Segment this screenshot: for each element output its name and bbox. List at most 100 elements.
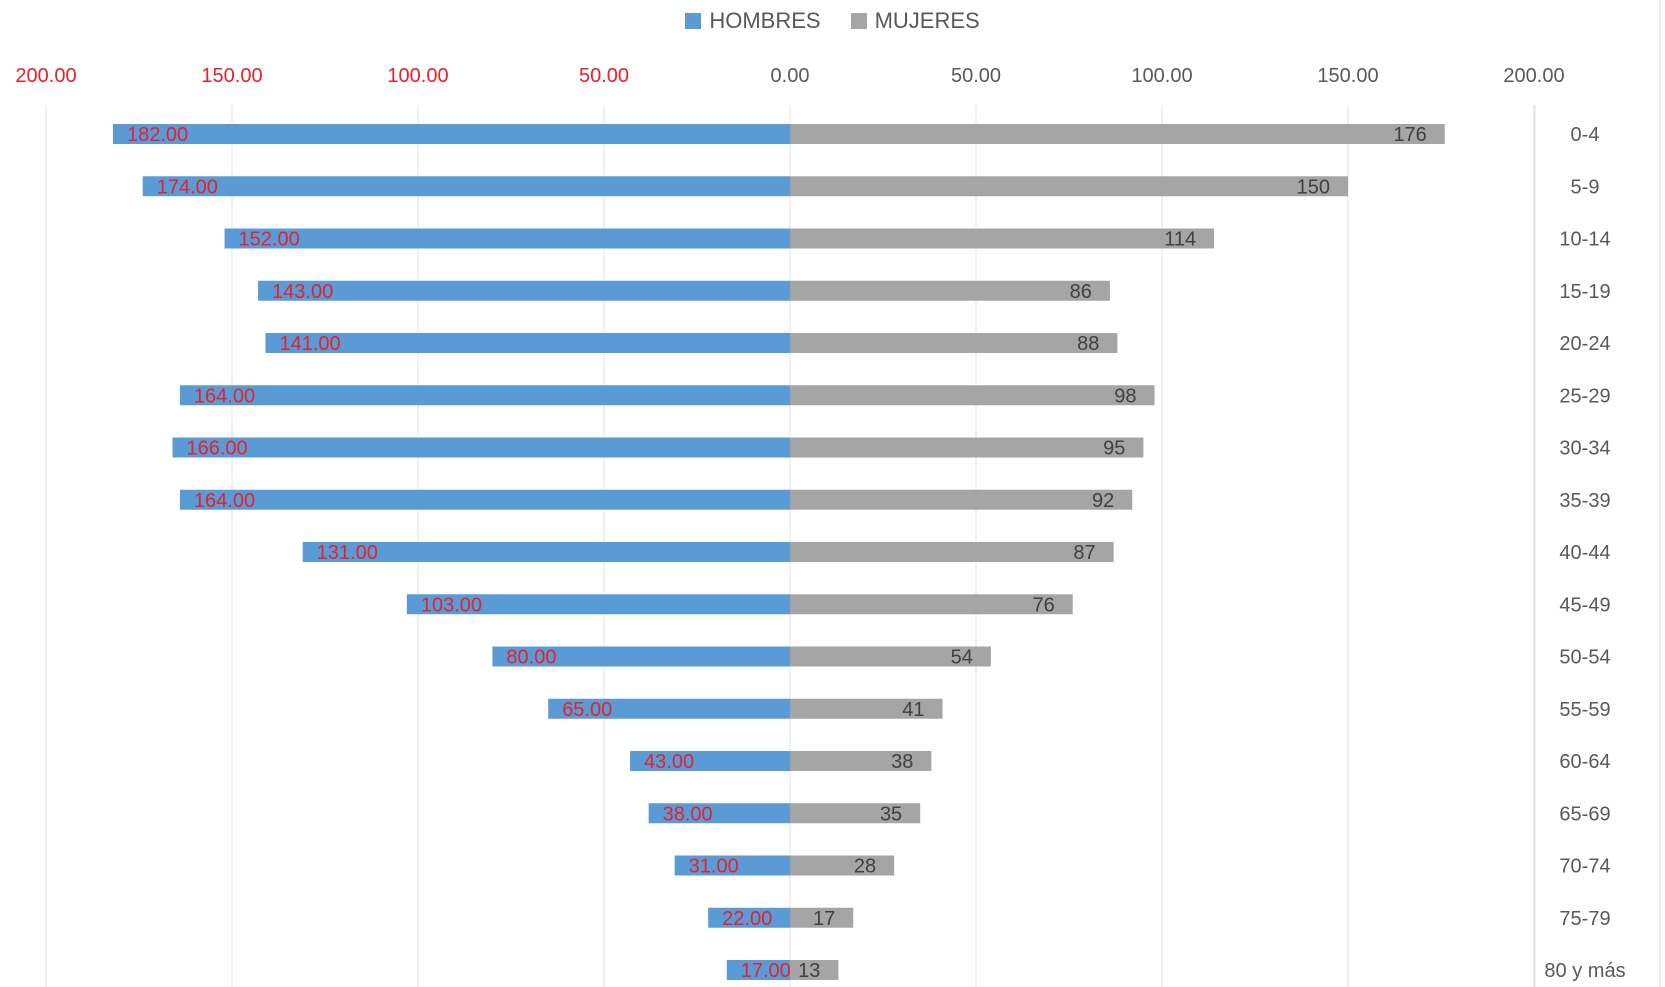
data-label-mujeres: 87: [1073, 542, 1095, 564]
bar-hombres: [548, 698, 790, 719]
bar-hombres: [406, 594, 790, 615]
data-label-mujeres: 41: [902, 699, 924, 721]
bar-hombres: [142, 176, 791, 197]
data-label-mujeres: 35: [880, 803, 902, 825]
category-label: 40-44: [1559, 542, 1610, 564]
legend-item-hombres: HOMBRES: [685, 8, 821, 34]
data-label-mujeres: 13: [798, 960, 820, 982]
data-label-hombres: 38.00: [663, 803, 713, 825]
x-tick-label: 50.00: [951, 65, 1001, 87]
bar-hombres: [674, 855, 790, 876]
bar-mujeres: [790, 646, 991, 667]
category-label: 15-19: [1559, 281, 1610, 303]
data-label-mujeres: 150: [1297, 176, 1330, 198]
bar-hombres: [630, 751, 790, 771]
x-tick-label: 150.00: [201, 65, 262, 87]
data-labels: 182.00 176 174.00 150 152.00 114 143.00 86 141.0…: [127, 124, 1427, 982]
legend-label-hombres: HOMBRES: [709, 8, 821, 33]
legend-label-mujeres: MUJERES: [874, 8, 980, 33]
data-label-hombres: 103.00: [421, 594, 482, 616]
category-labels: 0-4 5-9 10-14 15-19 20-24 25-29 30-34 35-39 40-4…: [1544, 124, 1625, 982]
data-label-hombres: 43.00: [644, 751, 694, 773]
data-label-hombres: 65.00: [562, 699, 612, 721]
bar-hombres: [179, 489, 791, 510]
bar-mujeres: [790, 803, 921, 824]
data-label-hombres: 143.00: [272, 281, 333, 303]
x-tick-label: 100.00: [1131, 65, 1192, 87]
data-label-mujeres: 88: [1077, 333, 1099, 355]
bar-mujeres: [790, 751, 932, 771]
bar-mujeres: [790, 855, 895, 876]
bar-mujeres: [790, 907, 854, 928]
x-tick-label: 200.00: [15, 65, 76, 87]
data-label-hombres: 22.00: [722, 908, 772, 930]
bar-mujeres: [790, 542, 1114, 562]
category-label: 0-4: [1571, 124, 1600, 146]
category-label: 35-39: [1559, 490, 1610, 512]
bar-mujeres: [790, 437, 1144, 458]
data-label-hombres: 31.00: [689, 856, 739, 878]
category-label: 5-9: [1571, 176, 1600, 198]
x-tick-label: 150.00: [1317, 65, 1378, 87]
bar-mujeres: [790, 124, 1445, 144]
x-axis-ticks: 200.00 150.00 100.00 50.00 0.00 50.00 100.00 15…: [15, 65, 1564, 87]
legend-item-mujeres: MUJERES: [850, 8, 980, 34]
bar-hombres: [172, 437, 791, 458]
bar-hombres: [179, 385, 791, 406]
category-label: 10-14: [1559, 229, 1610, 251]
data-label-hombres: 80.00: [506, 647, 556, 669]
bar-mujeres: [790, 333, 1118, 353]
bar-hombres: [726, 960, 790, 980]
bar-hombres: [258, 280, 790, 301]
data-label-hombres: 152.00: [239, 229, 300, 251]
bar-mujeres: [790, 594, 1073, 615]
category-label: 45-49: [1559, 594, 1610, 616]
data-label-hombres: 141.00: [279, 333, 340, 355]
data-label-hombres: 174.00: [157, 176, 218, 198]
data-label-mujeres: 176: [1393, 124, 1426, 146]
data-label-mujeres: 38: [891, 751, 913, 773]
category-label: 30-34: [1559, 438, 1610, 460]
data-label-mujeres: 95: [1103, 438, 1125, 460]
x-tick-label: 0.00: [771, 65, 810, 87]
data-label-mujeres: 114: [1164, 229, 1196, 251]
legend-swatch-mujeres: [850, 13, 867, 29]
bar-hombres: [265, 333, 791, 353]
bar-hombres: [112, 124, 790, 144]
bar-mujeres: [790, 698, 943, 719]
data-label-hombres: 164.00: [194, 385, 255, 407]
category-label: 20-24: [1559, 333, 1610, 355]
bar-mujeres: [790, 385, 1155, 406]
x-tick-label: 200.00: [1503, 65, 1564, 87]
bar-mujeres: [790, 176, 1348, 197]
category-label: 75-79: [1559, 908, 1610, 930]
data-label-hombres: 182.00: [127, 124, 188, 146]
bar-mujeres: [790, 228, 1215, 249]
bar-mujeres: [790, 489, 1133, 510]
bar-hombres: [648, 803, 790, 824]
data-label-mujeres: 17: [813, 908, 835, 930]
data-label-mujeres: 76: [1032, 594, 1054, 616]
data-label-hombres: 164.00: [194, 490, 255, 512]
bar-hombres: [302, 542, 790, 562]
bar-mujeres: [790, 280, 1110, 301]
legend: HOMBRES MUJERES: [0, 6, 1665, 36]
data-label-mujeres: 54: [951, 647, 973, 669]
data-label-hombres: 166.00: [186, 438, 247, 460]
data-label-hombres: 131.00: [317, 542, 378, 564]
bar-hombres: [492, 646, 790, 667]
category-label: 80 y más: [1544, 960, 1625, 982]
category-label: 65-69: [1559, 803, 1610, 825]
data-label-mujeres: 28: [854, 856, 876, 878]
category-label: 60-64: [1559, 751, 1610, 773]
bar-mujeres: [790, 960, 839, 980]
bar-hombres: [708, 907, 790, 928]
bars: [112, 124, 1445, 980]
data-label-mujeres: 86: [1070, 281, 1092, 303]
data-label-mujeres: 98: [1114, 385, 1136, 407]
data-label-mujeres: 92: [1092, 490, 1114, 512]
data-label-hombres: 17.00: [741, 960, 791, 982]
category-label: 25-29: [1559, 385, 1610, 407]
category-label: 70-74: [1559, 856, 1610, 878]
legend-swatch-hombres: [685, 13, 702, 29]
